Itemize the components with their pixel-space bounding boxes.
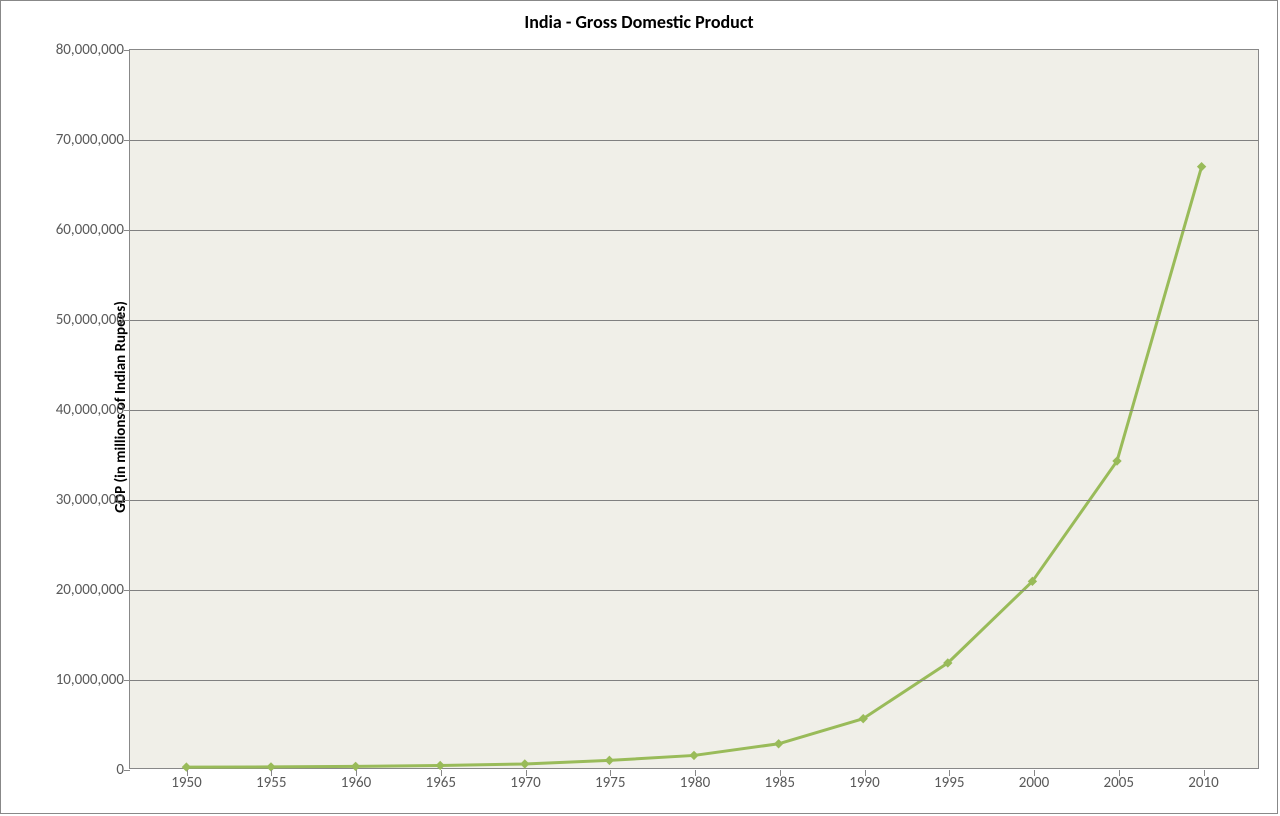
y-tick-label: 40,000,000 (56, 401, 124, 419)
y-tick-label: 60,000,000 (56, 221, 124, 239)
y-tick-mark (124, 320, 130, 321)
series-line (186, 167, 1201, 767)
line-series (130, 50, 1258, 768)
y-tick-label: 0 (116, 761, 124, 779)
x-tick-label: 1990 (849, 774, 879, 792)
x-tick-label: 1950 (171, 774, 201, 792)
gridline (130, 410, 1258, 411)
x-tick-label: 1965 (426, 774, 456, 792)
y-tick-label: 10,000,000 (56, 671, 124, 689)
y-tick-label: 30,000,000 (56, 491, 124, 509)
gridline (130, 590, 1258, 591)
gridline (130, 680, 1258, 681)
gridline (130, 230, 1258, 231)
x-tick-label: 1955 (256, 774, 286, 792)
x-tick-label: 1995 (934, 774, 964, 792)
y-tick-mark (124, 500, 130, 501)
y-tick-mark (124, 680, 130, 681)
y-tick-mark (124, 410, 130, 411)
y-tick-mark (124, 590, 130, 591)
x-tick-label: 1960 (341, 774, 371, 792)
x-tick-label: 2010 (1188, 774, 1218, 792)
x-tick-label: 1975 (595, 774, 625, 792)
x-tick-label: 1985 (765, 774, 795, 792)
y-tick-mark (124, 140, 130, 141)
gridline (130, 140, 1258, 141)
data-marker (775, 740, 783, 748)
plot-area: 010,000,00020,000,00030,000,00040,000,00… (129, 49, 1259, 769)
data-marker (1198, 163, 1206, 171)
chart-title: India - Gross Domestic Product (1, 11, 1277, 33)
y-tick-label: 70,000,000 (56, 131, 124, 149)
x-tick-label: 1980 (680, 774, 710, 792)
y-tick-label: 50,000,000 (56, 311, 124, 329)
gridline (130, 320, 1258, 321)
y-tick-mark (124, 50, 130, 51)
y-tick-label: 20,000,000 (56, 581, 124, 599)
x-tick-label: 1970 (510, 774, 540, 792)
data-marker (605, 756, 613, 764)
x-tick-label: 2000 (1019, 774, 1049, 792)
y-tick-label: 80,000,000 (56, 41, 124, 59)
y-tick-mark (124, 770, 130, 771)
data-marker (436, 761, 444, 769)
y-tick-mark (124, 230, 130, 231)
gridline (130, 500, 1258, 501)
data-marker (521, 760, 529, 768)
data-marker (690, 751, 698, 759)
chart-container: India - Gross Domestic Product GDP (in m… (0, 0, 1278, 814)
x-tick-label: 2005 (1104, 774, 1134, 792)
